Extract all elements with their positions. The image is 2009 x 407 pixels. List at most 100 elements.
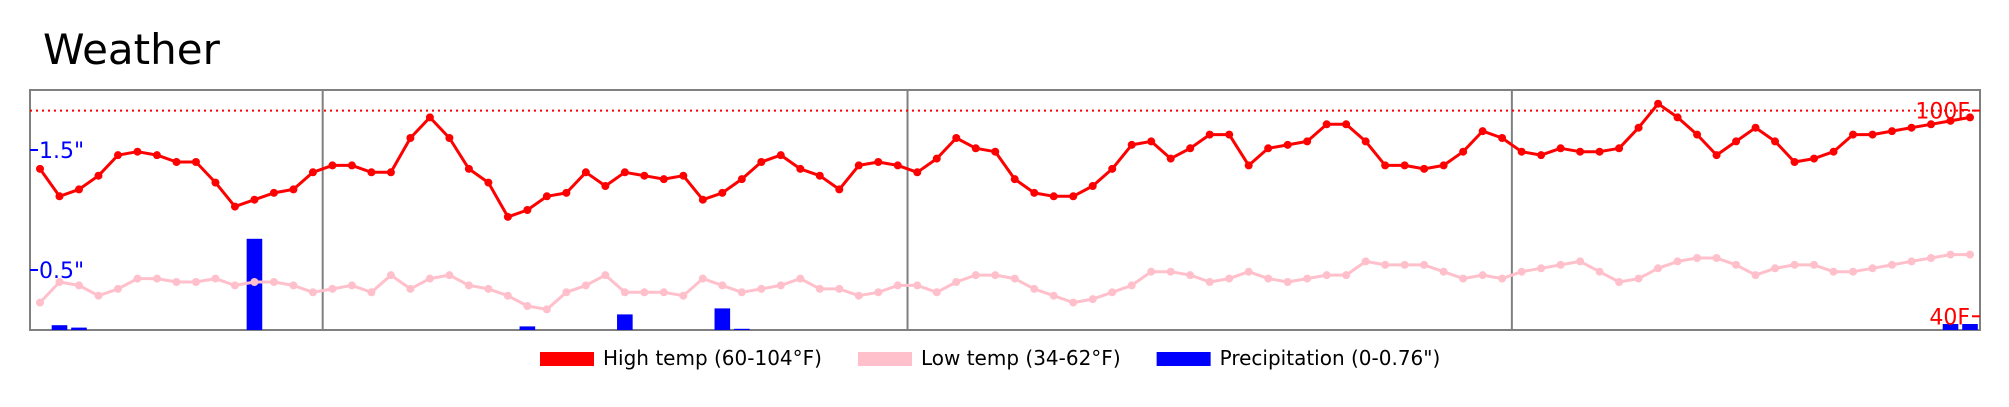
low-temp-point [971,271,980,280]
high-temp-point [698,195,707,204]
high-temp-point [1771,137,1780,146]
low-temp-point [1166,267,1175,276]
high-temp-point [601,182,610,190]
high-temp-point [1069,192,1078,201]
low-temp-point [679,291,688,300]
high-temp-point [1927,120,1936,129]
low-temp-point [1342,271,1351,280]
low-temp-point [503,291,512,300]
low-temp-point [1868,264,1877,273]
low-temp-point [1634,274,1643,283]
high-temp-point [191,158,200,166]
low-temp-point [1966,250,1974,259]
low-temp-point [1751,271,1760,280]
high-temp-point [113,151,122,160]
high-temp-point [796,164,805,173]
low-temp-point [445,271,454,280]
high-temp-point [289,185,298,194]
low-temp-point [328,284,337,293]
low-temp-point [542,305,551,314]
precip-axis-label: 0.5" [39,259,84,284]
high-temp-point [835,185,844,194]
high-temp-point [1966,113,1974,122]
low-temp-point [1946,250,1955,259]
low-temp-point [1400,260,1409,269]
high-temp-point [1751,123,1760,132]
low-temp-point [1829,267,1838,276]
low-temp-point [1537,264,1546,273]
low-temp-point [698,274,707,283]
precip-bar [617,314,633,330]
high-temp-point [445,134,454,142]
low-temp-point [581,281,590,290]
low-temp-point [854,291,863,300]
low-temp-point [776,281,785,290]
low-temp-point [737,288,746,297]
high-temp-point [1634,123,1643,132]
low-temp-point [1186,271,1195,280]
low-temp-point [1147,267,1156,276]
low-temp-point [425,274,434,283]
high-temp-point [1342,120,1351,129]
high-temp-point [932,154,941,163]
high-temp-point [172,158,181,166]
low-temp-point [36,298,44,307]
low-temp-point [1381,260,1390,269]
low-temp-point [1010,274,1019,283]
legend-label-1: Low temp (34-62°F) [921,346,1121,370]
low-temp-point [367,288,376,297]
high-temp-point [347,161,356,170]
high-temp-point [1732,137,1741,146]
high-temp-point [1556,144,1565,153]
high-temp-point [913,168,922,177]
high-temp-point [367,168,376,177]
low-temp-point [1322,271,1331,280]
high-temp-point [1537,151,1546,160]
low-temp-point [1673,257,1682,266]
legend-swatch-0 [540,352,594,366]
low-temp-point [1576,257,1585,266]
low-temp-point [1108,288,1117,297]
low-temp-point [757,284,766,293]
high-temp-point [1849,130,1858,139]
high-temp-point [1517,147,1526,156]
low-temp-point [1088,295,1097,304]
low-temp-point [640,288,649,297]
plot-area: 1.5" 0.5" 100F 40F [29,89,1981,331]
high-temp-point [1829,147,1838,156]
high-temp-point [679,171,688,180]
low-temp-point [1459,274,1468,283]
high-temp-point [94,171,103,180]
low-temp-point [386,271,395,280]
precip-bar [714,308,731,330]
high-temp-point [1576,147,1585,156]
high-temp-point [308,168,317,177]
low-temp-point [1225,274,1234,283]
high-temp-point [1459,147,1468,156]
high-temp-point [562,188,571,197]
high-temp-point [815,171,824,180]
high-temp-point [737,175,746,184]
high-temp-point [1790,158,1799,166]
high-temp-point [1615,144,1624,153]
high-temp-point [1283,140,1292,149]
high-temp-point [581,168,590,177]
low-temp-point [1264,274,1273,283]
high-temp-point [1381,161,1390,170]
high-temp-point [1654,99,1663,108]
high-temp-point [386,168,395,177]
low-temp-point [269,278,278,286]
low-temp-point [55,278,64,286]
legend-swatch-1 [857,352,912,366]
high-temp-point [757,158,766,166]
low-temp-point [1771,264,1780,273]
low-temp-point [1907,257,1916,266]
high-temp-point [1166,154,1175,163]
low-temp-point [1654,264,1663,273]
high-temp-point [1322,120,1331,129]
high-temp-point [1030,188,1039,197]
low-temp-point [835,284,844,293]
low-temp-point [1361,257,1370,266]
high-temp-point [991,147,1000,156]
low-temp-point [289,281,298,290]
